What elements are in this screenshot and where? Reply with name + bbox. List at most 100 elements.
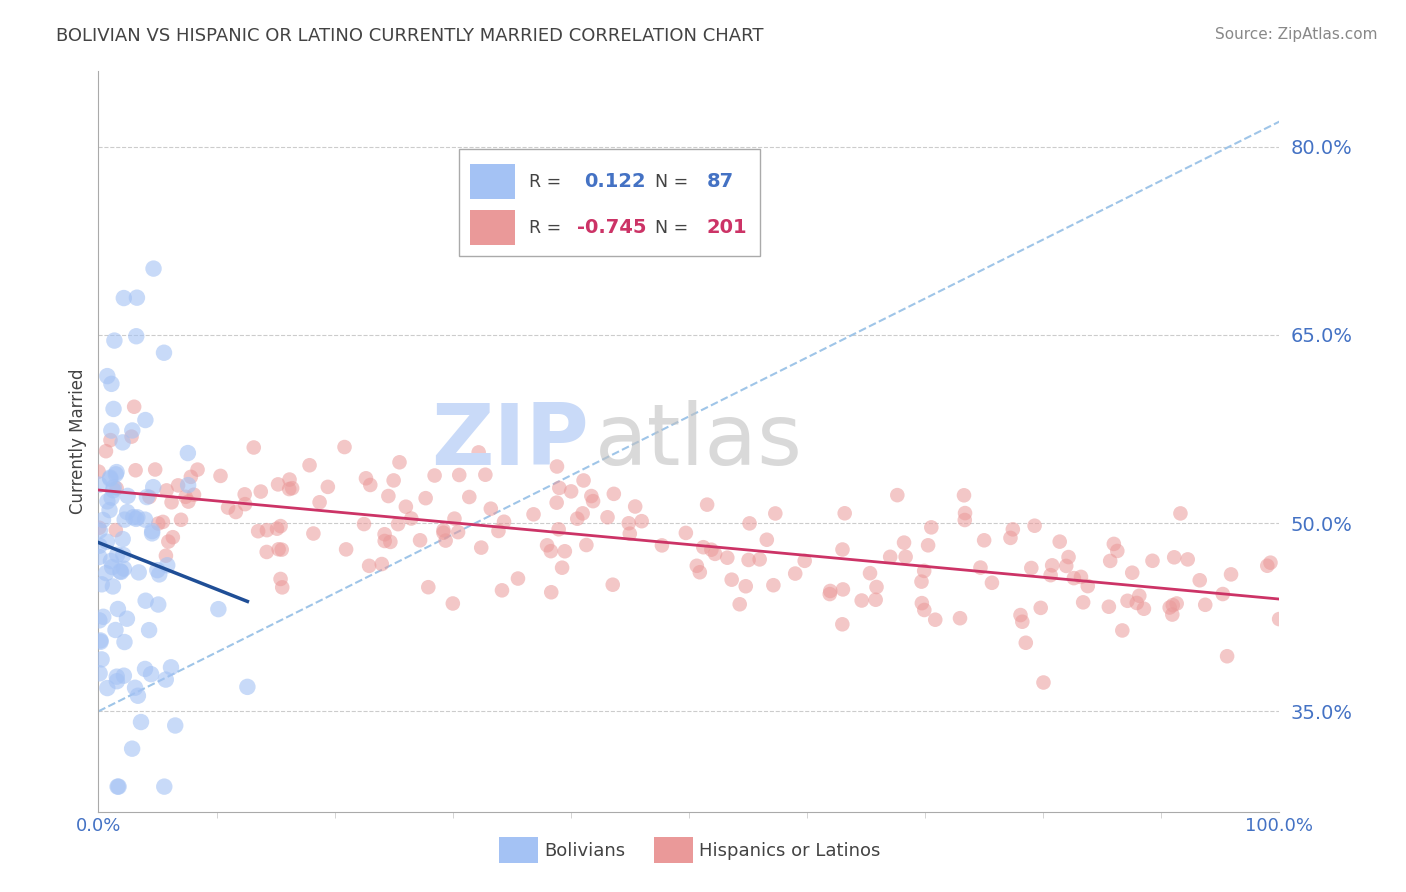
Point bbox=[101, 560, 124, 574]
Point bbox=[107, 602, 129, 616]
Point bbox=[90, 634, 112, 648]
Point bbox=[1212, 587, 1234, 601]
Point bbox=[630, 514, 652, 528]
Point bbox=[423, 468, 446, 483]
Point bbox=[124, 681, 146, 695]
Point bbox=[1057, 550, 1080, 565]
Point bbox=[127, 510, 149, 524]
Point bbox=[135, 593, 157, 607]
Point bbox=[160, 660, 183, 674]
Point bbox=[388, 455, 411, 469]
Point bbox=[100, 491, 122, 505]
Point bbox=[734, 579, 756, 593]
Point bbox=[617, 516, 640, 531]
Point bbox=[105, 465, 128, 479]
Text: -0.745: -0.745 bbox=[576, 218, 647, 237]
Point bbox=[170, 513, 193, 527]
Point bbox=[395, 500, 418, 514]
Point bbox=[104, 623, 127, 637]
Point bbox=[270, 572, 292, 586]
Text: R =: R = bbox=[530, 173, 562, 191]
Point bbox=[174, 490, 197, 504]
Point bbox=[104, 467, 127, 482]
Point bbox=[103, 401, 125, 416]
Point bbox=[112, 669, 135, 683]
Point bbox=[554, 544, 576, 558]
Point bbox=[115, 505, 138, 519]
Point bbox=[233, 487, 256, 501]
Point bbox=[89, 633, 111, 648]
Point bbox=[716, 550, 738, 565]
Point bbox=[157, 534, 180, 549]
Text: 201: 201 bbox=[707, 218, 747, 237]
Text: ZIP: ZIP bbox=[430, 400, 589, 483]
Point bbox=[409, 533, 432, 548]
Point bbox=[1161, 607, 1184, 622]
Point bbox=[973, 533, 995, 548]
Point bbox=[689, 566, 711, 580]
Point bbox=[155, 483, 177, 498]
Point bbox=[581, 489, 603, 503]
Point bbox=[335, 542, 357, 557]
Point bbox=[1260, 556, 1282, 570]
Point bbox=[177, 494, 200, 508]
Point bbox=[1010, 608, 1032, 623]
Point bbox=[121, 429, 143, 443]
Point bbox=[91, 609, 114, 624]
Point bbox=[1099, 554, 1122, 568]
Point bbox=[98, 470, 121, 484]
Point bbox=[449, 468, 471, 483]
Point bbox=[94, 444, 117, 458]
Point bbox=[479, 501, 502, 516]
Point bbox=[700, 542, 723, 557]
Point bbox=[89, 549, 111, 564]
Point bbox=[353, 517, 375, 532]
Point bbox=[105, 674, 128, 689]
Point bbox=[1163, 550, 1185, 565]
Point bbox=[148, 567, 170, 582]
Point bbox=[107, 780, 129, 794]
Point bbox=[793, 554, 815, 568]
Point bbox=[153, 780, 176, 794]
Point bbox=[692, 540, 714, 554]
Point bbox=[359, 478, 381, 492]
Point bbox=[112, 291, 135, 305]
Point bbox=[267, 542, 290, 557]
Point bbox=[380, 535, 402, 549]
Point bbox=[256, 545, 278, 559]
Point bbox=[540, 544, 562, 558]
Point bbox=[94, 566, 117, 581]
Point bbox=[374, 527, 396, 541]
Point bbox=[762, 578, 785, 592]
Point bbox=[98, 472, 121, 486]
Point bbox=[256, 523, 278, 537]
Point bbox=[183, 488, 205, 502]
Text: R =: R = bbox=[530, 219, 562, 236]
Point bbox=[1188, 574, 1211, 588]
Point bbox=[1121, 566, 1143, 580]
FancyBboxPatch shape bbox=[471, 210, 516, 245]
Point bbox=[831, 617, 853, 632]
Point bbox=[912, 564, 935, 578]
Point bbox=[602, 578, 624, 592]
Point bbox=[859, 566, 882, 581]
Point bbox=[917, 538, 939, 552]
Point bbox=[96, 369, 118, 384]
Point bbox=[1032, 675, 1054, 690]
Point bbox=[129, 714, 152, 729]
Point bbox=[110, 565, 132, 579]
Point bbox=[148, 598, 170, 612]
Point bbox=[831, 542, 853, 557]
Text: Source: ZipAtlas.com: Source: ZipAtlas.com bbox=[1215, 27, 1378, 42]
Point bbox=[546, 459, 568, 474]
Point bbox=[105, 548, 128, 562]
Point bbox=[1128, 589, 1150, 603]
Point bbox=[447, 525, 470, 540]
Point bbox=[675, 525, 697, 540]
Point bbox=[89, 539, 111, 553]
Point bbox=[91, 513, 114, 527]
Point bbox=[209, 469, 232, 483]
Point bbox=[142, 261, 165, 276]
Point bbox=[242, 441, 264, 455]
Point bbox=[152, 515, 174, 529]
